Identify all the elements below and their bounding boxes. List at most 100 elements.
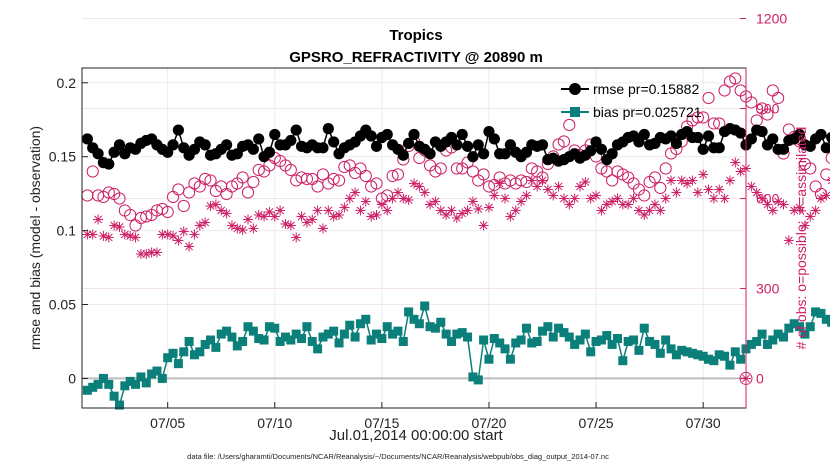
assimilated-obs-point <box>114 221 125 232</box>
assimilated-obs-point <box>285 220 296 231</box>
assimilated-obs-point <box>799 220 810 231</box>
assimilated-obs-point <box>425 199 436 210</box>
possible-obs-point <box>702 91 715 105</box>
bias-point <box>521 323 531 333</box>
rmse-point <box>328 136 340 148</box>
bias-point <box>612 334 622 344</box>
bias-point <box>104 379 114 389</box>
possible-obs-point <box>381 189 394 202</box>
bias-point <box>532 336 542 346</box>
bias-point <box>762 339 772 349</box>
assimilated-obs-point <box>435 205 446 216</box>
rmse-point <box>826 132 830 143</box>
y-left-tick-label: 0.05 <box>49 297 76 313</box>
assimilated-obs-point <box>794 202 805 213</box>
bias-point <box>463 332 473 342</box>
assimilated-obs-point <box>382 205 393 216</box>
bias-point <box>489 334 499 344</box>
series-layer <box>81 72 830 410</box>
bias-point <box>318 332 328 342</box>
bias-point <box>323 329 333 339</box>
bias-point <box>88 382 98 392</box>
bias-point <box>639 323 649 333</box>
rmse-point <box>403 137 415 149</box>
possible-obs-point <box>659 162 672 175</box>
assimilated-obs-point <box>762 199 773 210</box>
rmse-point <box>713 142 725 154</box>
assimilated-obs-point <box>612 193 623 204</box>
bias-point <box>618 356 628 366</box>
bias-point <box>479 335 489 345</box>
bias-point <box>409 314 419 324</box>
assimilated-obs-point <box>473 203 484 214</box>
bias-point <box>671 350 681 360</box>
assimilated-obs-point <box>462 205 473 216</box>
possible-obs-point <box>140 210 153 223</box>
bias-point <box>211 342 221 352</box>
assimilated-obs-point <box>307 214 318 225</box>
assimilated-obs-point <box>767 205 778 216</box>
possible-obs-point <box>300 172 314 186</box>
bias-point <box>259 335 269 345</box>
legend-bias-label: bias pr=0.025721 <box>593 104 702 120</box>
assimilated-obs-point <box>360 196 371 207</box>
bias-point <box>398 336 408 346</box>
rmse-point <box>397 149 409 161</box>
bias-point <box>575 335 585 345</box>
possible-obs-point <box>825 152 830 164</box>
zero-obs-marker <box>739 371 753 385</box>
possible-obs-point <box>691 111 704 124</box>
bias-point <box>666 344 676 354</box>
possible-obs-point <box>236 171 249 184</box>
possible-obs-point <box>204 174 217 187</box>
possible-obs-point <box>729 72 742 85</box>
assimilated-obs-point <box>264 206 275 217</box>
assimilated-obs-point <box>682 178 693 189</box>
bias-point <box>720 351 730 361</box>
assimilated-obs-point <box>216 205 227 216</box>
bias-point <box>746 339 756 349</box>
y-right-tick-label: 1200 <box>756 11 787 27</box>
assimilated-obs-point <box>773 196 784 207</box>
rmse-point <box>488 133 500 145</box>
bias-point <box>554 323 564 333</box>
bias-point <box>152 366 162 376</box>
bias-point <box>136 372 146 382</box>
bias-point <box>222 326 232 336</box>
bias-point <box>778 332 788 342</box>
rmse-point <box>92 148 104 160</box>
bias-point <box>580 329 590 339</box>
assimilated-obs-point <box>789 205 800 216</box>
assimilated-obs-point <box>237 224 248 235</box>
rmse-point <box>269 128 281 141</box>
bias-point <box>404 307 414 317</box>
bias-point <box>189 350 199 360</box>
x-tick-label: 07/10 <box>257 415 292 431</box>
assimilated-obs-point <box>708 193 719 204</box>
bias-point <box>377 334 387 344</box>
assimilated-obs-point <box>703 184 714 195</box>
right-axis: 0 300 600 900 1200 <box>739 11 787 408</box>
bias-point <box>655 348 665 358</box>
rmse-point <box>172 124 184 136</box>
rmse-point <box>606 148 618 160</box>
bias-point <box>329 326 339 336</box>
assimilated-obs-point <box>639 209 650 220</box>
bias-point <box>677 345 687 355</box>
rmse-point <box>322 123 334 135</box>
assimilated-obs-point <box>130 232 141 243</box>
assimilated-obs-point <box>810 205 821 216</box>
rmse-point <box>702 130 715 142</box>
bias-point <box>173 359 183 369</box>
y-left-tick-label: 0.2 <box>57 75 77 91</box>
bias-point <box>607 339 617 349</box>
bias-point <box>505 354 515 364</box>
possible-obs-point <box>713 117 726 130</box>
bias-point <box>484 354 494 364</box>
bias-point <box>302 322 312 332</box>
rmse-point <box>408 128 420 141</box>
rmse-point <box>381 128 393 141</box>
possible-obs-point <box>199 172 212 186</box>
bias-point <box>709 356 719 366</box>
series-bias <box>82 301 830 410</box>
